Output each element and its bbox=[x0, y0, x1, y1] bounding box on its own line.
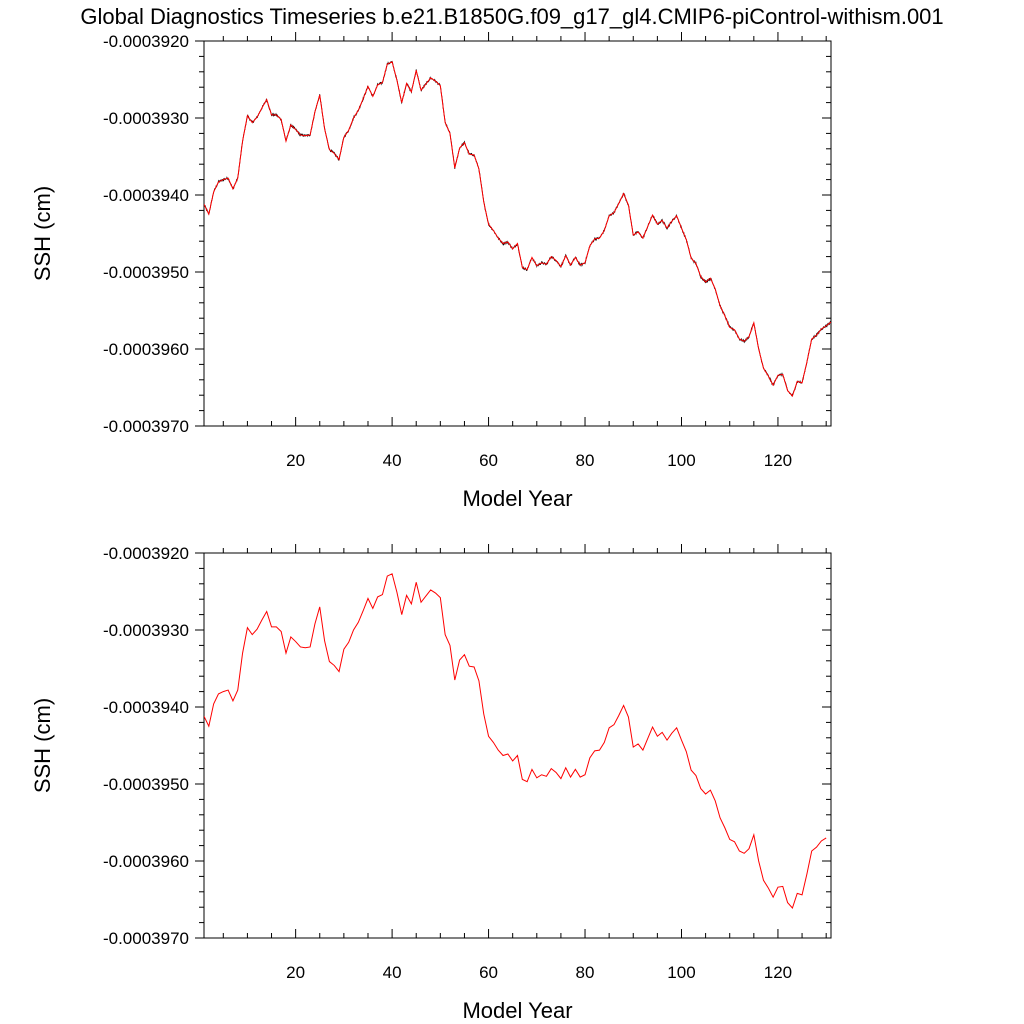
x-tick-label: 20 bbox=[286, 963, 305, 982]
y-tick-label: -0.0003970 bbox=[103, 929, 189, 948]
y-axis-label: SSH (cm) bbox=[30, 186, 55, 281]
x-tick-label: 40 bbox=[383, 451, 402, 470]
x-tick-label: 80 bbox=[576, 963, 595, 982]
y-tick-label: -0.0003920 bbox=[103, 32, 189, 51]
y-tick-label: -0.0003940 bbox=[103, 186, 189, 205]
y-tick-label: -0.0003950 bbox=[103, 263, 189, 282]
y-tick-label: -0.0003960 bbox=[103, 340, 189, 359]
x-tick-label: 100 bbox=[667, 451, 695, 470]
y-tick-label: -0.0003960 bbox=[103, 852, 189, 871]
annual-series-line bbox=[204, 61, 831, 397]
y-tick-label: -0.0003930 bbox=[103, 621, 189, 640]
y-tick-label: -0.0003950 bbox=[103, 775, 189, 794]
figure-title: Global Diagnostics Timeseries b.e21.B185… bbox=[80, 4, 943, 29]
x-tick-label: 40 bbox=[383, 963, 402, 982]
x-tick-label: 20 bbox=[286, 451, 305, 470]
monthly-series-line bbox=[204, 60, 831, 397]
y-tick-label: -0.0003970 bbox=[103, 417, 189, 436]
x-axis-label: Model Year bbox=[462, 486, 572, 511]
y-tick-label: -0.0003920 bbox=[103, 544, 189, 563]
annual-series-line bbox=[204, 573, 827, 909]
bottom-panel: -0.0003970 -0.0003960 -0.0003950 -0.0003940… bbox=[30, 544, 832, 1023]
x-tick-label: 120 bbox=[764, 451, 792, 470]
y-axis-label: SSH (cm) bbox=[30, 698, 55, 793]
x-tick-label: 60 bbox=[479, 451, 498, 470]
x-tick-label: 80 bbox=[576, 451, 595, 470]
y-tick-label: -0.0003930 bbox=[103, 109, 189, 128]
x-tick-label: 120 bbox=[764, 963, 792, 982]
plot-frame bbox=[203, 552, 832, 939]
x-axis-label: Model Year bbox=[462, 998, 572, 1023]
x-tick-label: 60 bbox=[479, 963, 498, 982]
y-tick-label: -0.0003940 bbox=[103, 698, 189, 717]
plot-frame bbox=[203, 40, 832, 427]
x-tick-label: 100 bbox=[667, 963, 695, 982]
top-panel: -0.0003970 -0.0003960 -0.0003950 -0.0003940… bbox=[30, 32, 832, 511]
